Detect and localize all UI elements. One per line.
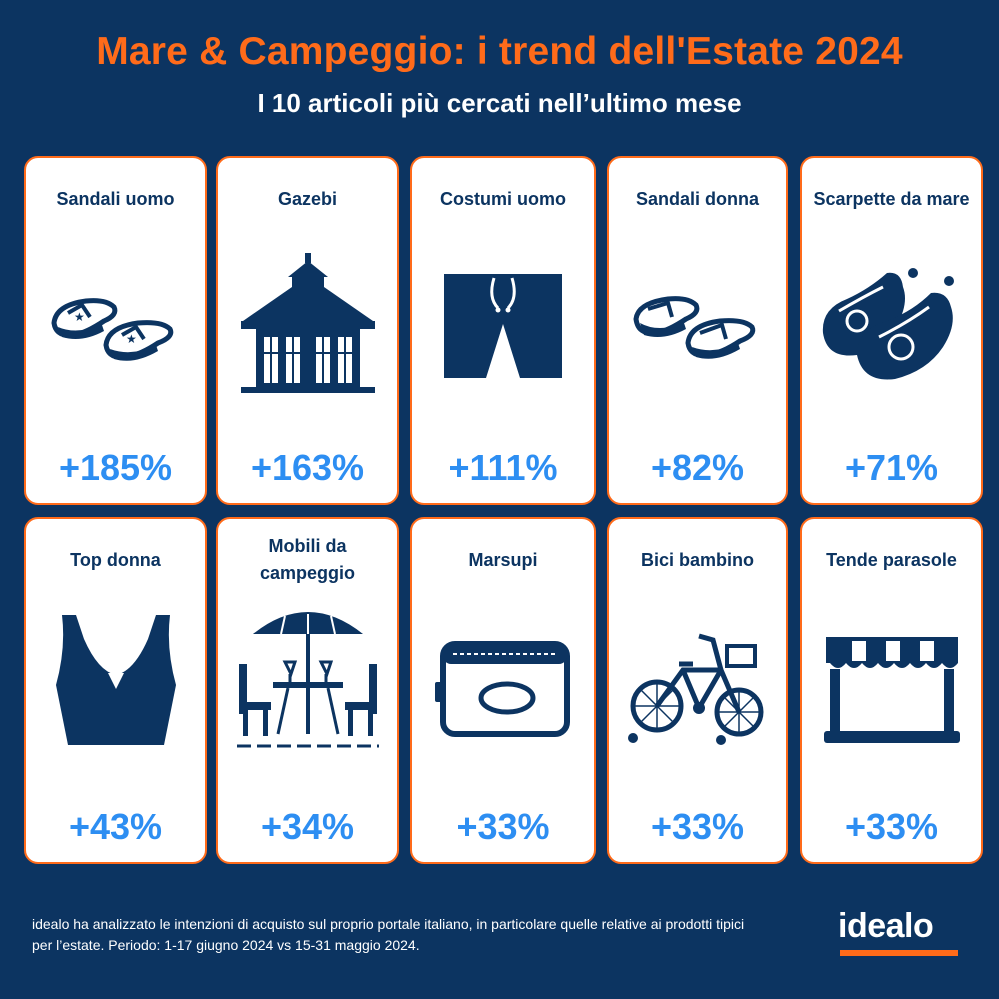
item-label: Bici bambino <box>640 550 754 570</box>
patio-furniture-icon <box>218 604 397 754</box>
item-card-costumi-uomo: Costumi uomo +111% <box>410 156 596 505</box>
item-card-sandali-uomo: Sandali uomo ★ ★ +185% <box>24 156 207 505</box>
item-value: +82% <box>650 447 745 488</box>
item-label: Gazebi <box>277 189 338 209</box>
item-value: +111% <box>448 447 558 488</box>
flip-flops-icon: ★ ★ <box>26 253 205 403</box>
item-value: +33% <box>844 806 939 847</box>
svg-text:★: ★ <box>74 310 85 324</box>
item-card-gazebi: Gazebi <box>216 156 399 505</box>
item-label: Tende parasole <box>826 550 957 570</box>
page-title: Mare & Campeggio: i trend dell'Estate 20… <box>96 30 903 73</box>
item-label: Sandali donna <box>635 189 759 209</box>
item-card-top-donna: Top donna +43% <box>24 517 207 864</box>
idealo-logo: idealo <box>838 907 934 945</box>
footer-note: idealo ha analizzato le intenzioni di ac… <box>32 916 745 953</box>
logo-underline <box>840 950 958 956</box>
item-value: +71% <box>844 447 939 488</box>
item-card-bici-bambino: Bici bambino +33% <box>607 517 788 864</box>
item-label: Costumi uomo <box>440 189 566 209</box>
flip-flops-icon <box>609 253 786 403</box>
item-label: Top donna <box>70 550 161 570</box>
gazebo-icon <box>218 253 397 403</box>
item-card-mobili-da-campeggio: Mobili da campeggio +34% <box>216 517 399 864</box>
item-label: Marsupi <box>468 550 538 570</box>
kids-bike-icon <box>609 614 786 764</box>
item-label: Mobili da campeggio <box>259 536 356 583</box>
item-value: +43% <box>68 806 163 847</box>
item-value: +163% <box>250 447 365 488</box>
belt-bag-icon <box>412 614 594 764</box>
item-card-scarpette-da-mare: Scarpette da mare +71% <box>800 156 983 505</box>
item-value: +34% <box>260 806 355 847</box>
awning-icon <box>802 614 981 764</box>
item-card-sandali-donna: Sandali donna +82% <box>607 156 788 505</box>
item-value: +185% <box>58 447 173 488</box>
item-label: Scarpette da mare <box>813 189 970 209</box>
page-subtitle: I 10 articoli più cercati nell’ultimo me… <box>257 88 742 118</box>
item-value: +33% <box>456 806 550 847</box>
water-shoes-icon <box>802 253 981 403</box>
crop-top-icon <box>26 604 205 754</box>
item-card-marsupi: Marsupi +33% <box>410 517 596 864</box>
swim-shorts-icon <box>412 253 594 403</box>
svg-text:★: ★ <box>126 332 137 346</box>
item-value: +33% <box>650 806 745 847</box>
item-label: Sandali uomo <box>56 189 175 209</box>
item-card-tende-parasole: Tende parasole +33% <box>800 517 983 864</box>
